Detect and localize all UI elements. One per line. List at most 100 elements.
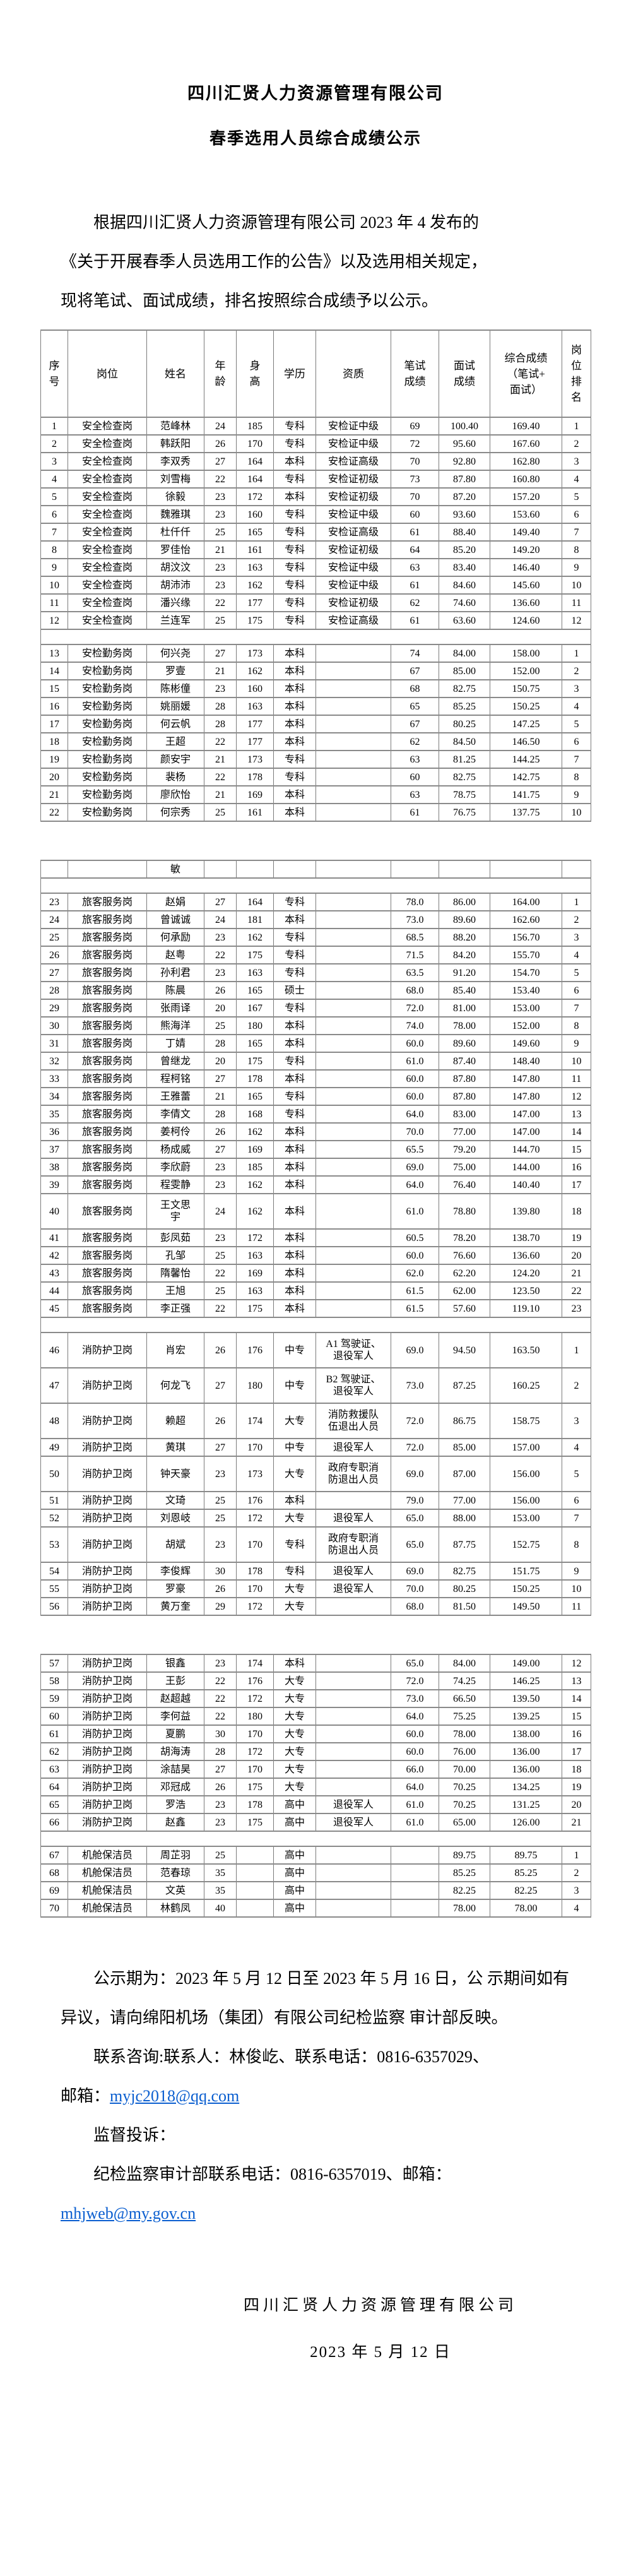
cell: 139.50 — [490, 1689, 562, 1708]
cell: 69.0 — [391, 1456, 439, 1492]
cell: 2 — [562, 910, 591, 929]
cell: 87.80 — [439, 1069, 490, 1088]
cell: 安检证中级 — [316, 417, 391, 436]
cell: 163.50 — [490, 1332, 562, 1368]
cell: 3 — [562, 928, 591, 947]
cell: 旅客服务岗 — [68, 1105, 147, 1124]
cell: 68 — [391, 679, 439, 698]
notice-paragraph: 公示期为：2023 年 5 月 12 日至 2023 年 5 月 16 日，公 … — [61, 1969, 570, 2027]
cell: 27 — [204, 1760, 237, 1779]
cell: 66.0 — [391, 1760, 439, 1779]
gov-email-link[interactable]: mhjweb@my.gov.cn — [61, 2204, 196, 2223]
cell: 49 — [40, 1438, 68, 1457]
cell: 消防护卫岗 — [68, 1724, 147, 1743]
cell: 大专 — [273, 1671, 316, 1690]
cell: 22 — [562, 1281, 591, 1300]
cell: 165 — [236, 523, 274, 542]
table-row: 65 消防护卫岗 罗浩 23 178 高中 退役军人 61.0 70.25 131.25 20 — [40, 1795, 591, 1814]
cell: 专科 — [273, 523, 316, 542]
cell: 153.00 — [490, 999, 562, 1018]
cell: 22 — [204, 593, 237, 612]
cell: 3 — [562, 1881, 591, 1900]
cell — [316, 1264, 391, 1283]
cell: 161 — [236, 803, 274, 822]
cell: 4 — [562, 946, 591, 965]
cell: 4 — [562, 1438, 591, 1457]
table-row: 20 安检勤务岗 裴杨 22 178 专科 60 82.75 142.75 8 — [40, 768, 591, 786]
cell: 63.60 — [439, 611, 490, 630]
cell: 62.20 — [439, 1264, 490, 1283]
cell: 专科 — [273, 434, 316, 453]
cell: 141.75 — [490, 785, 562, 804]
cell: 68.0 — [391, 1597, 439, 1616]
cell: 王文思 宇 — [146, 1193, 204, 1230]
cell: 8 — [562, 540, 591, 559]
cell: 20 — [562, 1795, 591, 1814]
cell: 安全检查岗 — [68, 505, 147, 524]
cell: 124.20 — [490, 1264, 562, 1283]
cell: 3 — [562, 1403, 591, 1439]
cell: 83.00 — [439, 1105, 490, 1124]
table-row: 19 安检勤务岗 颜安宇 21 173 专科 63 81.25 144.25 7 — [40, 750, 591, 769]
cell: 87.80 — [439, 470, 490, 489]
cell: 退役军人 — [316, 1795, 391, 1814]
cell: 40 — [204, 1899, 237, 1918]
table-row: 6 安全检查岗 魏雅琪 23 160 专科 安检证中级 60 93.60 153.60 6 — [40, 505, 591, 524]
cell: 8 — [562, 1016, 591, 1035]
cell — [316, 662, 391, 680]
cell: 162 — [236, 1175, 274, 1194]
cell: 敏 — [146, 860, 204, 879]
cell — [316, 910, 391, 929]
cell — [316, 928, 391, 947]
cell: 75.00 — [439, 1158, 490, 1177]
cell: 赵粤 — [146, 946, 204, 965]
cell: 22 — [204, 732, 237, 751]
cell: 181 — [236, 910, 274, 929]
cell: 31 — [40, 1034, 68, 1053]
spacer-row — [40, 1317, 591, 1333]
cell: 150.25 — [490, 1579, 562, 1598]
table-row: 60 消防护卫岗 李何益 22 180 大专 64.0 75.25 139.25 15 — [40, 1707, 591, 1726]
cell: 安检勤务岗 — [68, 715, 147, 733]
cell: 172 — [236, 1689, 274, 1708]
cell: 23 — [204, 1526, 237, 1563]
cell: 57 — [40, 1654, 68, 1673]
cell: 66.50 — [439, 1689, 490, 1708]
cell: 50 — [40, 1456, 68, 1492]
cell: 80.25 — [439, 715, 490, 733]
cell — [236, 1881, 274, 1900]
cell: 60 — [40, 1707, 68, 1726]
cell: 27 — [204, 893, 237, 911]
cell: 17 — [562, 1742, 591, 1761]
cell: 旅客服务岗 — [68, 1016, 147, 1035]
qq-email-link[interactable]: myjc2018@qq.com — [110, 2087, 240, 2105]
table-row: 15 安检勤务岗 陈彬僮 23 160 本科 68 82.75 150.75 3 — [40, 679, 591, 698]
cell: 5 — [562, 487, 591, 506]
cell: 153.40 — [490, 981, 562, 1000]
cell: 大专 — [273, 1403, 316, 1439]
cell: 20 — [204, 999, 237, 1018]
table-row: 8 安全检查岗 罗佳怡 21 161 专科 安检证初级 64 85.20 149.20 8 — [40, 540, 591, 559]
cell: 175 — [236, 611, 274, 630]
cell — [316, 1707, 391, 1726]
cell: 156.00 — [490, 1491, 562, 1510]
cell: 22 — [204, 1689, 237, 1708]
cell: 政府专职消 防退出人员 — [316, 1526, 391, 1563]
cell: 23 — [204, 1654, 237, 1673]
cell: 10 — [562, 1579, 591, 1598]
cell: 旅客服务岗 — [68, 1246, 147, 1265]
cell: 消防护卫岗 — [68, 1367, 147, 1404]
cell: 高中 — [273, 1863, 316, 1882]
cell — [391, 1846, 439, 1865]
cell: 88.20 — [439, 928, 490, 947]
cell: 60.0 — [391, 1087, 439, 1106]
cell: 本科 — [273, 1654, 316, 1673]
table-row: 45 旅客服务岗 李正强 22 175 本科 61.5 57.60 119.10 23 — [40, 1299, 591, 1318]
cell: 17 — [40, 715, 68, 733]
cell: 1 — [40, 417, 68, 436]
cell: 78.00 — [439, 1016, 490, 1035]
cell: 大专 — [273, 1579, 316, 1598]
cell: 专科 — [273, 893, 316, 911]
cell: 28 — [204, 715, 237, 733]
cell: 156.70 — [490, 928, 562, 947]
